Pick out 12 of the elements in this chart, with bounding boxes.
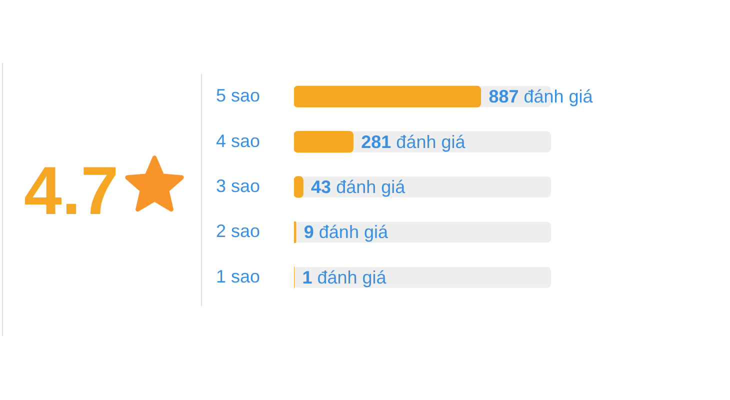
y-tick-label: 5 sao xyxy=(216,86,260,106)
data-label: 887 đánh giá xyxy=(488,86,594,107)
y-tick-label: 4 sao xyxy=(216,130,260,151)
data-label: 1 đánh giá xyxy=(302,267,388,288)
y-tick-label: 3 sao xyxy=(216,176,260,196)
text: 4.7 xyxy=(24,153,119,229)
data-label: 43 đánh giá xyxy=(311,176,406,197)
y-tick-label: 2 sao xyxy=(216,221,260,242)
y-tick-label: 1 sao xyxy=(216,266,260,286)
data-label: 9 đánh giá xyxy=(304,222,389,242)
bar xyxy=(294,130,354,153)
data-label: 281 đánh giá xyxy=(361,132,466,152)
